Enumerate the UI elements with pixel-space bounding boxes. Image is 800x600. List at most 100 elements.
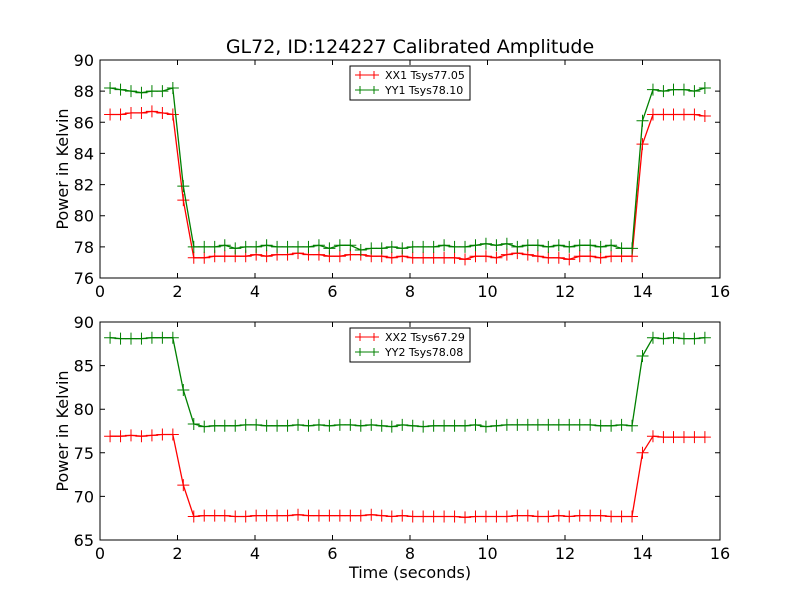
data-point-marker	[636, 138, 649, 151]
legend-box	[349, 327, 471, 363]
data-point-marker	[406, 251, 419, 264]
data-point-marker	[438, 239, 451, 252]
x-tick-label: 14	[632, 282, 652, 301]
y-tick-label: 82	[74, 176, 94, 195]
legend: XX2 Tsys67.29 YY2 Tsys78.08	[349, 327, 471, 363]
legend-swatch-icon	[355, 86, 379, 94]
data-point-marker	[677, 431, 690, 444]
data-point-marker	[385, 240, 398, 253]
data-point-marker	[333, 509, 346, 522]
data-point-marker	[542, 418, 555, 431]
data-point-marker	[688, 85, 701, 98]
data-point-marker	[396, 242, 409, 255]
data-point-marker	[427, 240, 440, 253]
data-point-marker	[552, 509, 565, 522]
data-point-marker	[563, 253, 576, 266]
data-point-marker	[271, 419, 284, 432]
data-point-marker	[156, 428, 169, 441]
data-point-marker	[354, 419, 367, 432]
data-point-marker	[177, 194, 190, 207]
data-point-marker	[104, 82, 117, 95]
data-point-marker	[490, 419, 503, 432]
y-tick-label: 86	[74, 113, 94, 132]
data-point-marker	[469, 510, 482, 523]
data-point-marker	[125, 85, 137, 98]
data-point-marker	[636, 114, 649, 127]
data-point-marker	[542, 240, 555, 253]
data-point-marker	[563, 418, 576, 431]
data-point-marker	[563, 240, 576, 253]
data-point-marker	[333, 250, 346, 263]
data-point-marker	[584, 509, 597, 522]
data-point-marker	[459, 511, 472, 524]
chart-title: GL72, ID:124227 Calibrated Amplitude	[226, 36, 594, 58]
data-point-marker	[365, 242, 378, 255]
data-point-marker	[292, 240, 305, 253]
legend: XX1 Tsys77.05 YY1 Tsys78.10	[349, 65, 471, 101]
series-line-1	[110, 110, 705, 260]
data-point-marker	[156, 331, 169, 344]
data-point-marker	[166, 82, 179, 95]
x-tick-label: 14	[632, 544, 652, 563]
data-point-marker	[469, 250, 482, 263]
data-point-marker	[208, 509, 221, 522]
data-point-marker	[281, 509, 294, 522]
data-point-marker	[448, 510, 461, 523]
data-point-marker	[594, 509, 607, 522]
legend-label: XX1 Tsys77.05	[385, 69, 465, 82]
data-point-marker	[615, 242, 628, 255]
data-point-marker	[208, 419, 221, 432]
x-tick-label: 2	[172, 544, 182, 563]
data-point-marker	[438, 251, 451, 264]
data-point-marker	[260, 419, 273, 432]
data-point-marker	[239, 510, 252, 523]
x-tick-label: 16	[710, 282, 730, 301]
data-point-marker	[542, 251, 555, 264]
data-point-marker	[500, 418, 513, 431]
data-point-marker	[417, 420, 430, 433]
data-point-marker	[563, 510, 576, 523]
data-point-marker	[626, 510, 639, 523]
data-point-marker	[626, 242, 639, 255]
data-point-marker	[271, 240, 284, 253]
data-point-marker	[166, 108, 179, 121]
data-point-marker	[531, 239, 544, 252]
data-point-marker	[385, 251, 398, 264]
data-point-marker	[145, 105, 158, 118]
data-point-marker	[198, 420, 211, 433]
data-point-marker	[114, 83, 127, 96]
data-point-marker	[125, 429, 137, 442]
data-point-marker	[698, 82, 711, 95]
data-point-marker	[511, 240, 524, 253]
data-point-marker	[657, 85, 670, 98]
data-point-marker	[187, 251, 200, 264]
data-point-marker	[552, 418, 565, 431]
data-point-marker	[145, 85, 158, 98]
data-point-marker	[448, 419, 461, 432]
data-point-marker	[260, 509, 273, 522]
data-point-marker	[187, 418, 200, 431]
x-tick-label: 2	[172, 282, 182, 301]
data-point-marker	[312, 418, 325, 431]
data-point-marker	[145, 331, 158, 344]
data-point-marker	[469, 239, 482, 252]
data-point-marker	[552, 239, 565, 252]
data-point-marker	[615, 510, 628, 523]
data-point-marker	[166, 331, 179, 344]
legend-label: YY2 Tsys78.08	[384, 346, 463, 359]
data-point-marker	[145, 429, 158, 442]
data-point-marker	[605, 510, 618, 523]
y-tick-label: 78	[74, 238, 94, 257]
y-tick-label: 90	[74, 51, 94, 70]
data-point-marker	[479, 510, 492, 523]
data-point-marker	[490, 251, 503, 264]
data-point-marker	[521, 418, 534, 431]
data-point-marker	[385, 510, 398, 523]
data-point-marker	[125, 106, 137, 119]
data-point-marker	[657, 332, 670, 345]
data-point-marker	[365, 418, 378, 431]
data-point-marker	[500, 237, 513, 250]
top-axes: 0 2 4 6 8 10 12 14 16 76 78 80 82 84 86 88 90 Power in Ke…	[53, 51, 730, 301]
x-tick-label: 16	[710, 544, 730, 563]
y-tick-label: 84	[74, 144, 94, 163]
